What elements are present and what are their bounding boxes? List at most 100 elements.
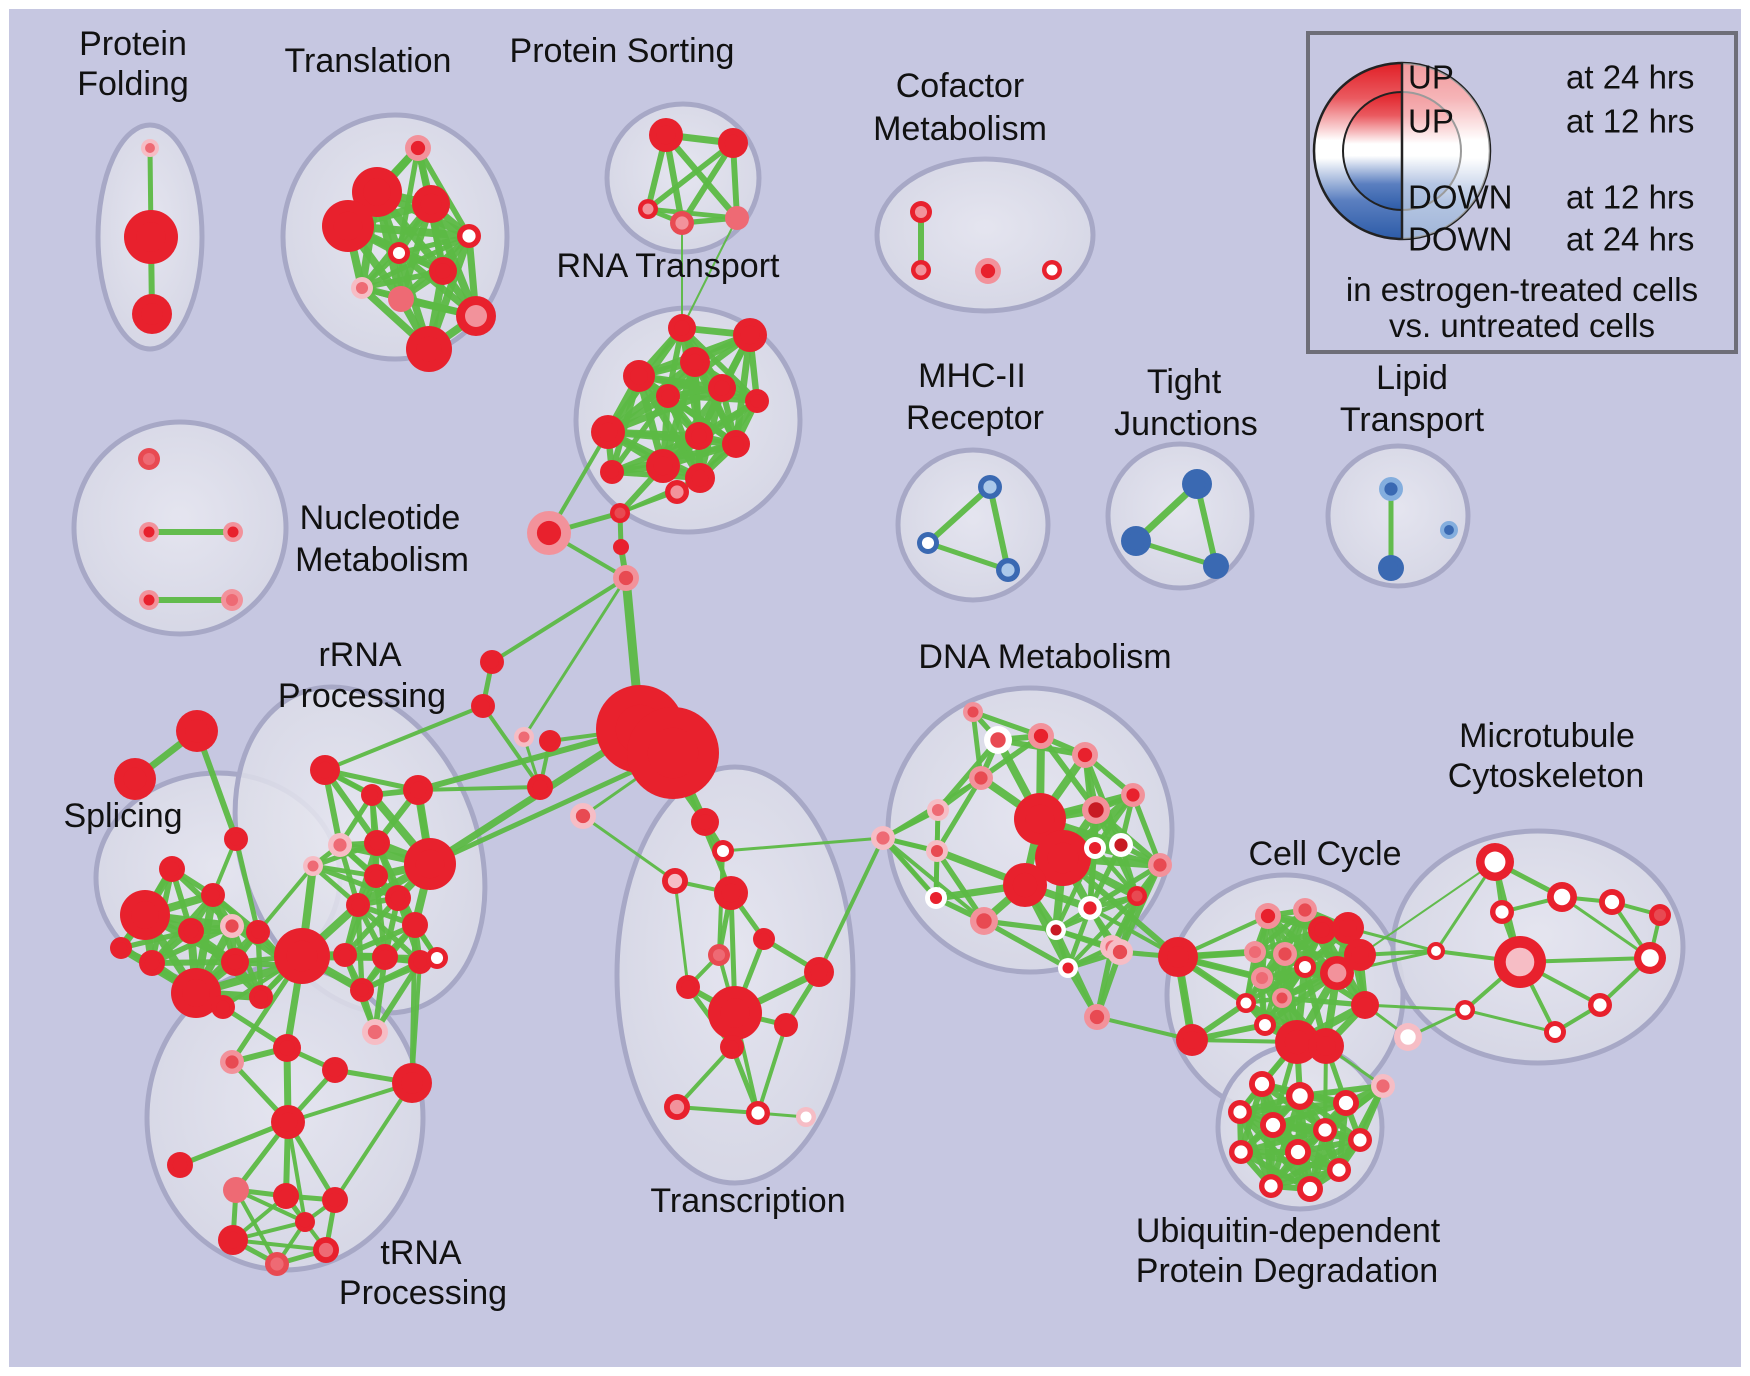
gene-node-core [681, 980, 695, 994]
gene-node-core [810, 963, 828, 981]
gene-node-core [225, 593, 239, 607]
gene-node-core [1254, 1076, 1270, 1092]
gene-node-core [974, 771, 988, 785]
gene-node-core [327, 1062, 343, 1078]
legend-row-time: at 12 hrs [1566, 179, 1694, 216]
gene-node-core [670, 485, 684, 499]
gene-node-core [369, 835, 385, 851]
gene-node-core [123, 767, 147, 791]
gene-node-core [1047, 842, 1079, 874]
gene-node-core [229, 832, 243, 846]
gene-node-core [757, 932, 771, 946]
gene-node-core [172, 1157, 188, 1173]
interaction-edge [934, 848, 987, 924]
gene-node-core [476, 699, 490, 713]
gene-node-core [278, 1112, 298, 1132]
interaction-edge [721, 836, 885, 853]
interaction-edge [1095, 1015, 1194, 1042]
gene-node-core [1183, 1031, 1201, 1049]
gene-node-core [1264, 1179, 1278, 1193]
cluster-mhc-ii-receptor-label: Receptor [906, 399, 1044, 437]
cluster-rrna-processing-label: Processing [278, 677, 446, 715]
gene-node-core [144, 955, 160, 971]
gene-node-core [413, 955, 427, 969]
gene-node-core [225, 1055, 239, 1069]
interaction-edge [1238, 1149, 1313, 1192]
gene-node-core [1553, 888, 1571, 906]
cluster-ubiquitin-degradation-label: Ubiquitin-dependent [1136, 1212, 1441, 1250]
gene-node-core [686, 353, 704, 371]
legend-row-time: at 12 hrs [1566, 103, 1694, 140]
interaction-edge [675, 1105, 760, 1115]
gene-node-core [1208, 558, 1224, 574]
gene-node-core [598, 422, 618, 442]
gene-node-core [299, 1216, 311, 1228]
gene-node-core [251, 925, 265, 939]
cluster-tight-junctions-label: Tight [1147, 363, 1222, 401]
gene-node-core [1316, 1036, 1336, 1056]
interaction-edge [256, 864, 315, 934]
gene-node-core [740, 325, 760, 345]
gene-node-core [1290, 1144, 1306, 1160]
legend-donut-fade [1402, 63, 1490, 239]
cluster-cofactor-metabolism-label: Metabolism [873, 110, 1047, 148]
cluster-cofactor-metabolism-label: Cofactor [896, 67, 1025, 105]
gene-node-core [930, 844, 944, 858]
gene-node-core [876, 831, 890, 845]
gene-node-core [980, 263, 996, 279]
gene-node-core [390, 890, 406, 906]
legend-caption: in estrogen-treated cells [1346, 271, 1698, 308]
gene-node-core [976, 913, 992, 929]
gene-node-core [1593, 998, 1607, 1012]
gene-node-core [667, 873, 683, 889]
gene-node-core [1384, 482, 1398, 496]
gene-node-core [355, 983, 369, 997]
gene-node-core [1077, 747, 1093, 763]
gene-node-core [401, 1072, 423, 1094]
gene-node-core [1088, 841, 1102, 855]
interaction-edge [1363, 1003, 1467, 1012]
cluster-splicing-label: Splicing [63, 797, 182, 835]
gene-node-core [365, 788, 379, 802]
gene-node-core [914, 205, 928, 219]
interaction-edge [987, 484, 1011, 573]
gene-node-core [216, 1000, 230, 1014]
gene-node-core [355, 281, 369, 295]
gene-node-core [145, 143, 155, 153]
gene-node-core [1357, 997, 1373, 1013]
gene-node-core [270, 1257, 284, 1271]
gene-node-core [485, 655, 499, 669]
interaction-edge [1359, 861, 1496, 956]
gene-node-core [393, 291, 409, 307]
legend-caption: vs. untreated cells [1389, 307, 1655, 344]
gene-node-core [462, 229, 476, 243]
gene-node-core [1260, 908, 1276, 924]
gene-node-core [618, 570, 634, 586]
gene-node-core [465, 305, 487, 327]
gene-node-core [185, 719, 209, 743]
gene-node-core [1167, 946, 1189, 968]
interaction-edge [322, 767, 421, 793]
gene-node-core [675, 216, 689, 230]
gene-node-core [143, 526, 155, 538]
gene-node-core [1089, 1009, 1105, 1025]
gene-node-core [1353, 1133, 1367, 1147]
gene-node-core [929, 891, 943, 905]
interaction-edge [675, 1045, 734, 1109]
interaction-edge [233, 836, 261, 935]
interaction-edge [645, 206, 740, 221]
gene-node-core [1046, 264, 1058, 276]
interaction-edge [925, 540, 1011, 573]
gene-node-core [1012, 872, 1038, 898]
gene-node-core [728, 436, 744, 452]
interaction-edge [177, 1119, 291, 1168]
gene-node-core [915, 264, 927, 276]
gene-node-core [691, 469, 709, 487]
gene-node-core [1484, 851, 1506, 873]
interaction-edge [1087, 862, 1163, 911]
gene-node-core [279, 1040, 295, 1056]
cluster-mhc-ii-receptor-label: MHC-II [918, 357, 1026, 395]
gene-node-core [1127, 532, 1145, 550]
gene-node-core [1327, 963, 1347, 983]
